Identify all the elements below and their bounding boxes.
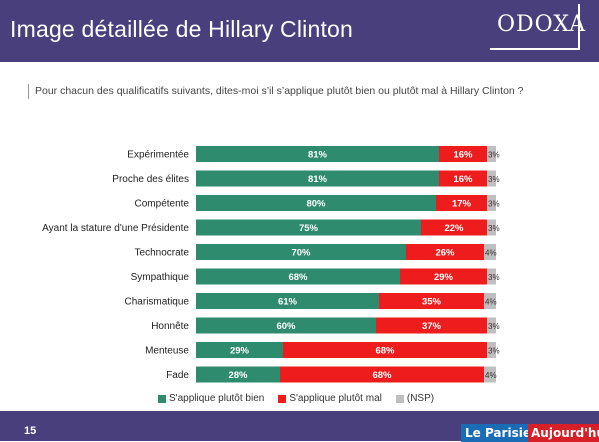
bar-segment-nsp [487,317,496,334]
data-label-nsp: 3% [488,200,500,209]
legend-label-nsp: (NSP) [406,393,435,404]
category-label: Fade [166,370,189,381]
bar-segment-mal [421,219,487,236]
page-number: 15 [24,425,37,437]
bar-segment-mal [436,195,487,211]
data-label-mal: 16% [453,174,473,185]
data-label-mal: 68% [375,346,395,357]
aujourdhui-logo: Aujourd'hui [528,424,599,442]
bar-segment-bien [196,366,280,383]
legend-label-mal: S'applique plutôt mal [289,393,382,404]
page-title: Image détaillée de Hillary Clinton [10,16,354,42]
question-text: Pour chacun des qualificatifs suivants, … [28,84,575,99]
data-label-bien: 81% [308,174,328,185]
legend-swatch-nsp [395,394,404,403]
data-label-bien: 29% [230,346,250,357]
data-label-bien: 61% [278,297,298,308]
bar-segment-mal [439,146,487,162]
bar-segment-mal [400,268,487,285]
bar-segment-bien [196,170,439,187]
data-label-bien: 68% [288,272,308,283]
bar-segment-nsp [484,293,496,309]
category-label: Sympathique [131,272,190,283]
data-label-nsp: 3% [488,151,500,160]
data-label-nsp: 4% [485,371,497,380]
legend-item-bien: S'applique plutôt bien [158,393,264,404]
category-label: Ayant la stature d'une Présidente [42,223,189,234]
bar-segment-nsp [487,268,496,285]
bar-segment-bien [196,317,376,334]
data-label-mal: 37% [422,321,442,332]
data-label-mal: 16% [453,150,473,161]
data-label-nsp: 3% [488,322,500,331]
data-label-mal: 68% [372,370,392,381]
data-label-bien: 28% [228,370,248,381]
bar-segment-bien [196,342,283,358]
data-label-mal: 17% [452,199,472,210]
data-label-bien: 80% [306,199,326,210]
category-label: Menteuse [145,346,189,357]
bar-segment-nsp [487,342,496,358]
brand-logo: ODOXA [497,12,587,37]
data-label-nsp: 3% [488,347,500,356]
data-label-nsp: 3% [488,224,500,233]
category-label: Compétente [135,199,190,210]
data-label-nsp: 4% [485,298,497,307]
brand-frame [490,4,580,50]
bar-segment-mal [406,244,484,260]
bar-segment-mal [283,342,487,358]
bar-segment-bien [196,268,400,285]
category-label: Charismatique [125,297,190,308]
bar-segment-nsp [487,219,496,236]
data-label-bien: 75% [299,223,319,234]
data-label-bien: 81% [308,150,328,161]
legend-label-bien: S'applique plutôt bien [169,393,265,404]
legend-item-nsp: (NSP) [395,393,435,404]
bar-segment-nsp [487,146,496,162]
data-label-nsp: 4% [485,249,497,258]
category-label: Proche des élites [112,174,189,185]
bar-segment-mal [376,317,487,334]
bar-segment-bien [196,146,439,162]
data-label-mal: 29% [434,272,454,283]
bar-segment-nsp [484,244,496,260]
category-label: Honnête [151,321,189,332]
stacked-bar-chart: Expérimentée 81% 16% 3% Proche des élites 81%… [42,146,500,383]
bar-segment-mal [439,170,487,187]
bar-segment-nsp [487,170,496,187]
bar-segment-bien [196,244,406,260]
category-label: Expérimentée [127,150,189,161]
data-label-mal: 26% [435,248,455,259]
header-bar [0,0,599,62]
data-label-mal: 22% [444,223,464,234]
bar-segment-bien [196,219,421,236]
chart-legend: S'applique plutôt bien S'applique plutôt… [158,393,434,404]
bar-segment-nsp [484,366,496,383]
data-label-bien: 70% [291,248,311,259]
category-label: Technocrate [135,248,190,259]
data-label-nsp: 3% [488,273,500,282]
data-label-mal: 35% [422,297,442,308]
bar-segment-nsp [487,195,496,211]
data-label-bien: 60% [276,321,296,332]
legend-swatch-mal [278,394,287,403]
bar-segment-bien [196,195,436,211]
data-label-nsp: 3% [488,175,500,184]
legend-item-mal: S'applique plutôt mal [278,393,382,404]
le-parisien-logo: Le Parisien [461,424,544,442]
bar-segment-mal [280,366,484,383]
legend-swatch-bien [158,394,166,403]
bar-segment-bien [196,293,379,309]
bar-segment-mal [379,293,484,309]
